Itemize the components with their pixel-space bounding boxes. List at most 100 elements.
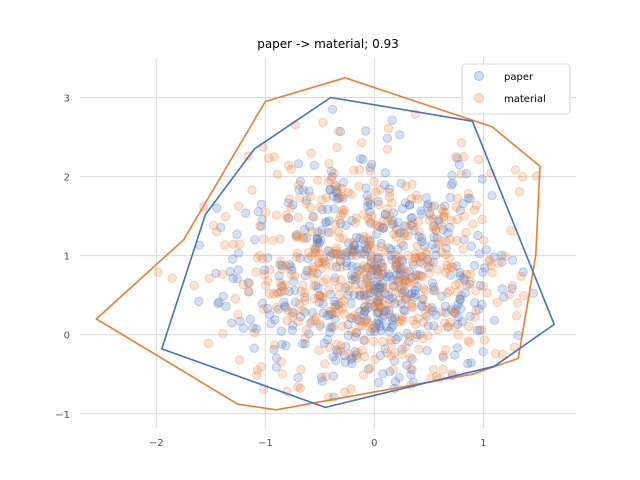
scatter-point-paper — [310, 244, 321, 254]
scatter-point-material — [433, 325, 443, 335]
y-tick-label: −1 — [55, 410, 70, 421]
scatter-point-paper — [333, 300, 343, 310]
scatter-point-material — [306, 251, 317, 261]
scatter-point-material — [367, 323, 377, 334]
scatter-point-paper — [273, 304, 283, 314]
scatter-point-material — [470, 312, 480, 322]
scatter-point-material — [371, 187, 381, 197]
scatter-point-paper — [349, 241, 359, 251]
scatter-point-material — [441, 236, 451, 246]
scatter-point-material — [284, 194, 294, 204]
scatter-point-material — [510, 165, 521, 175]
scatter-point-material — [449, 307, 459, 317]
scatter-point-paper — [414, 232, 424, 242]
scatter-point-material — [291, 232, 301, 242]
scatter-point-material — [359, 209, 369, 219]
scatter-point-material — [330, 219, 340, 229]
scatter-point-paper — [312, 234, 323, 244]
scatter-point-material — [386, 335, 396, 345]
scatter-point-paper — [307, 308, 317, 318]
scatter-point-paper — [394, 372, 404, 382]
scatter-point-material — [373, 301, 383, 312]
scatter-point-material — [364, 194, 374, 205]
scatter-point-material — [368, 285, 378, 295]
scatter-point-material — [469, 205, 479, 215]
scatter-point-paper — [238, 323, 248, 333]
scatter-point-paper — [360, 240, 370, 250]
scatter-point-paper — [497, 257, 507, 267]
scatter-point-material — [268, 289, 279, 299]
scatter-point-material — [337, 205, 347, 215]
scatter-point-material — [441, 345, 451, 355]
scatter-point-paper — [370, 287, 380, 297]
scatter-point-material — [334, 304, 344, 314]
scatter-point-material — [380, 301, 390, 311]
scatter-point-material — [360, 302, 370, 312]
scatter-point-material — [336, 210, 346, 220]
scatter-point-paper — [325, 327, 335, 337]
scatter-point-material — [340, 387, 350, 397]
scatter-point-material — [424, 260, 434, 270]
scatter-point-paper — [429, 201, 439, 211]
scatter-point-material — [387, 287, 397, 297]
scatter-point-material — [383, 123, 393, 133]
scatter-point-paper — [453, 312, 463, 322]
scatter-point-paper — [350, 332, 360, 342]
scatter-point-paper — [228, 273, 238, 283]
scatter-point-material — [438, 206, 448, 217]
scatter-point-paper — [444, 222, 455, 232]
scatter-point-paper — [374, 315, 384, 326]
scatter-point-paper — [393, 276, 403, 287]
scatter-point-material — [336, 346, 346, 356]
scatter-point-material — [376, 241, 386, 252]
scatter-point-material — [399, 263, 409, 274]
scatter-point-material — [393, 252, 404, 262]
scatter-point-paper — [213, 299, 223, 309]
scatter-point-material — [349, 165, 359, 175]
scatter-point-material — [428, 223, 438, 233]
scatter-point-material — [493, 258, 504, 268]
scatter-point-material — [258, 304, 268, 314]
scatter-point-paper — [407, 272, 417, 283]
scatter-point-paper — [393, 331, 403, 342]
scatter-point-paper — [352, 314, 362, 324]
scatter-point-material — [384, 309, 395, 319]
scatter-point-material — [252, 370, 262, 380]
scatter-point-paper — [350, 272, 360, 282]
scatter-point-material — [290, 271, 300, 281]
scatter-point-paper — [451, 261, 461, 271]
scatter-point-paper — [351, 233, 361, 243]
scatter-point-material — [509, 342, 519, 352]
scatter-point-material — [414, 227, 424, 237]
scatter-point-material — [497, 349, 508, 359]
scatter-point-material — [384, 192, 395, 202]
scatter-point-material — [297, 305, 307, 315]
scatter-point-material — [363, 264, 373, 274]
scatter-point-material — [321, 372, 331, 382]
scatter-point-material — [363, 213, 373, 223]
scatter-point-paper — [456, 291, 466, 301]
scatter-point-material — [372, 220, 382, 230]
scatter-point-paper — [455, 268, 465, 278]
scatter-point-paper — [496, 250, 507, 260]
scatter-point-material — [321, 274, 331, 284]
scatter-point-paper — [328, 191, 338, 201]
scatter-point-paper — [477, 299, 487, 310]
scatter-point-material — [293, 382, 303, 392]
scatter-point-paper — [347, 270, 357, 280]
y-tick-label: 1 — [64, 252, 70, 263]
scatter-point-material — [418, 333, 428, 344]
scatter-point-paper — [455, 271, 465, 281]
scatter-point-paper — [452, 319, 463, 329]
scatter-point-paper — [387, 219, 397, 229]
scatter-point-paper — [343, 290, 353, 300]
scatter-point-paper — [438, 352, 448, 362]
scatter-point-paper — [263, 253, 273, 263]
scatter-point-paper — [417, 233, 427, 243]
scatter-point-paper — [312, 233, 322, 243]
scatter-point-paper — [489, 252, 499, 262]
scatter-point-paper — [376, 325, 386, 335]
scatter-point-material — [252, 365, 262, 375]
scatter-point-paper — [300, 270, 310, 281]
scatter-point-material — [364, 240, 374, 250]
